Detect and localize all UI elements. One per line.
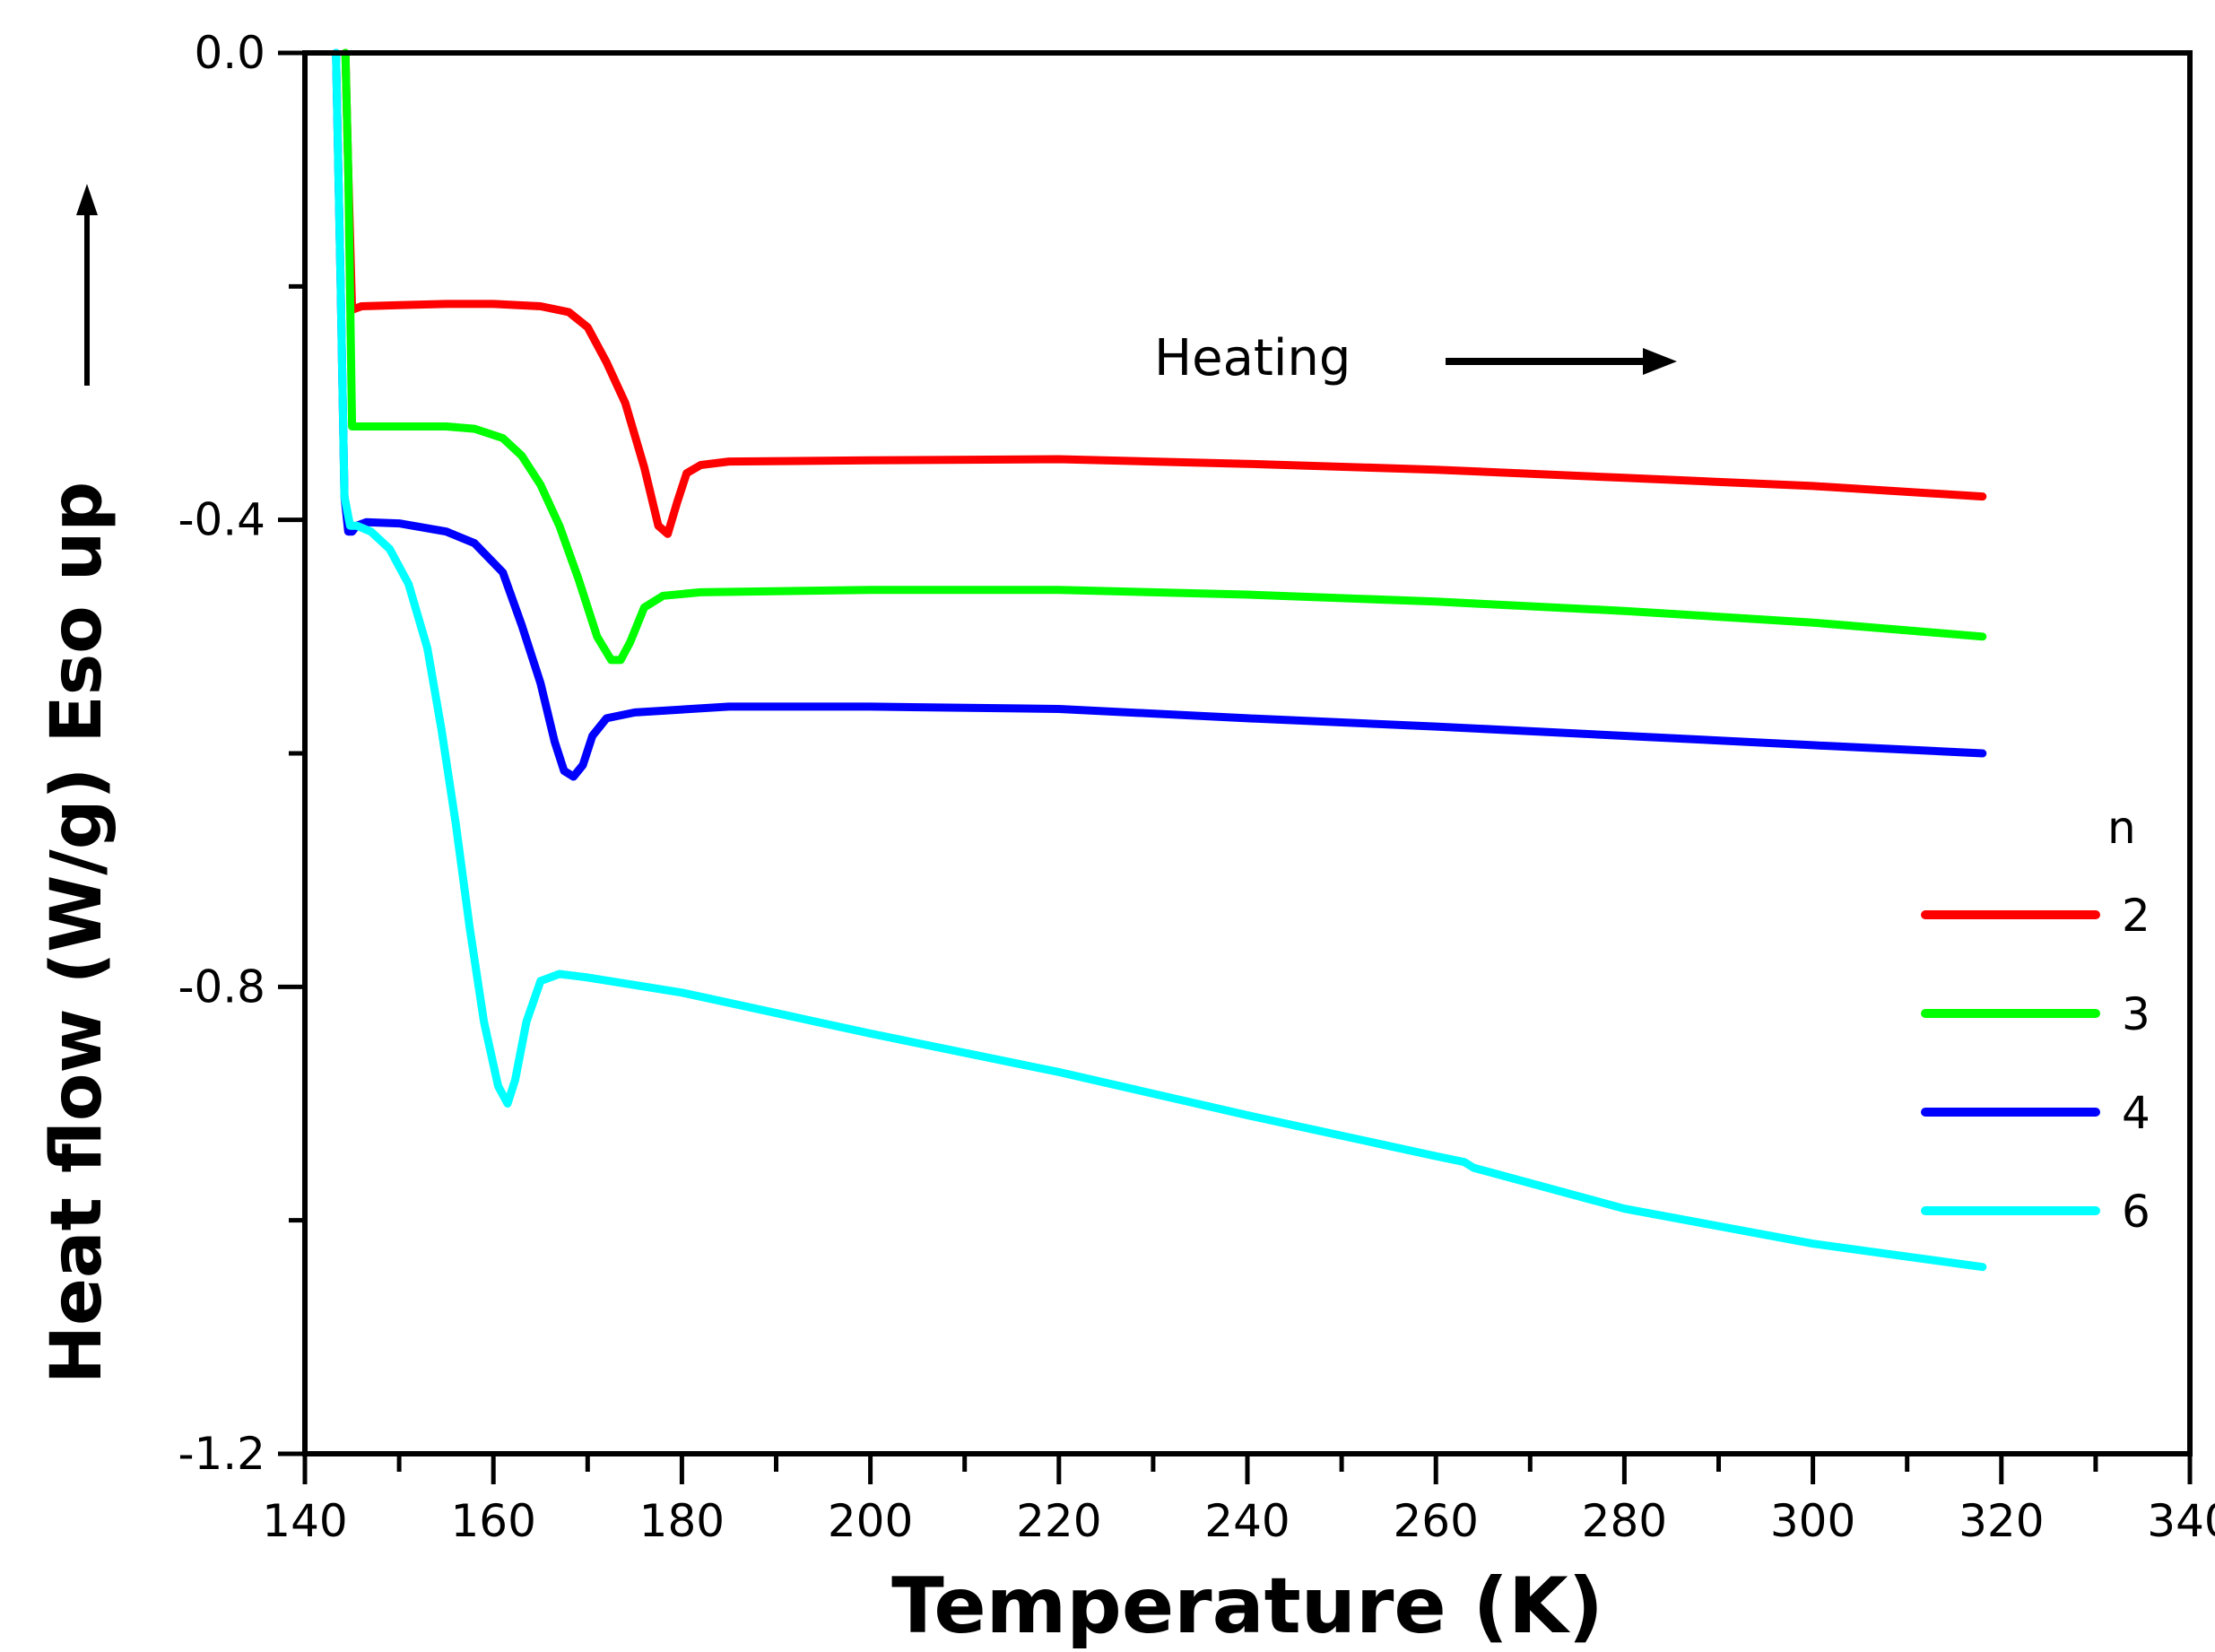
- heating-arrow: [1446, 348, 1677, 375]
- legend-label-n4: 4: [2122, 1087, 2150, 1139]
- x-tick-label: 140: [262, 1495, 347, 1547]
- y-axis-up-arrow: [76, 184, 98, 386]
- y-axis-title: Heat flow (W/g) Eso up: [37, 482, 117, 1385]
- x-tick-label: 280: [1582, 1495, 1667, 1547]
- y-axis-ticks: 0.0 -0.4 -0.8 -1.2: [178, 27, 305, 1480]
- legend-title: n: [2107, 802, 2136, 854]
- x-tick-label: 260: [1393, 1495, 1478, 1547]
- x-tick-label: 240: [1204, 1495, 1290, 1547]
- series-line-n6: [332, 48, 1987, 1272]
- x-tick-label: 200: [828, 1495, 913, 1547]
- x-axis-ticks: 140 160 180 200 220 240 260 280 300 320 340: [262, 1454, 2215, 1547]
- y-tick-label: -0.4: [178, 494, 265, 546]
- x-tick-label: 220: [1016, 1495, 1101, 1547]
- x-tick-label: 300: [1770, 1495, 1855, 1547]
- y-tick-label: 0.0: [194, 27, 265, 79]
- y-tick-label: -1.2: [178, 1428, 265, 1480]
- y-tick-label: -0.8: [178, 961, 265, 1013]
- x-tick-label: 180: [639, 1495, 725, 1547]
- legend-label-n6: 6: [2122, 1186, 2150, 1238]
- series-line-n3: [341, 48, 1987, 665]
- heating-annotation: Heating: [1154, 329, 1351, 387]
- series-line-n4: [332, 48, 1987, 781]
- series-line-n2: [341, 48, 1987, 538]
- x-tick-label: 320: [1959, 1495, 2044, 1547]
- legend-label-n3: 3: [2122, 988, 2150, 1040]
- legend-label-n2: 2: [2122, 890, 2150, 942]
- legend: n 2 3 4 6: [1921, 802, 2150, 1238]
- series-layer: [332, 48, 1987, 1272]
- x-tick-label: 340: [2147, 1495, 2215, 1547]
- x-axis-title: Temperature (K): [891, 1561, 1603, 1651]
- plot-frame: [302, 50, 2193, 1456]
- x-tick-label: 160: [450, 1495, 535, 1547]
